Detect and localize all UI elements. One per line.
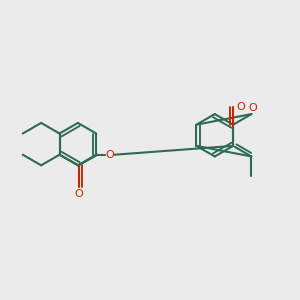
Text: O: O (236, 102, 245, 112)
Text: O: O (74, 190, 83, 200)
Text: O: O (105, 150, 114, 160)
Text: O: O (249, 103, 257, 112)
